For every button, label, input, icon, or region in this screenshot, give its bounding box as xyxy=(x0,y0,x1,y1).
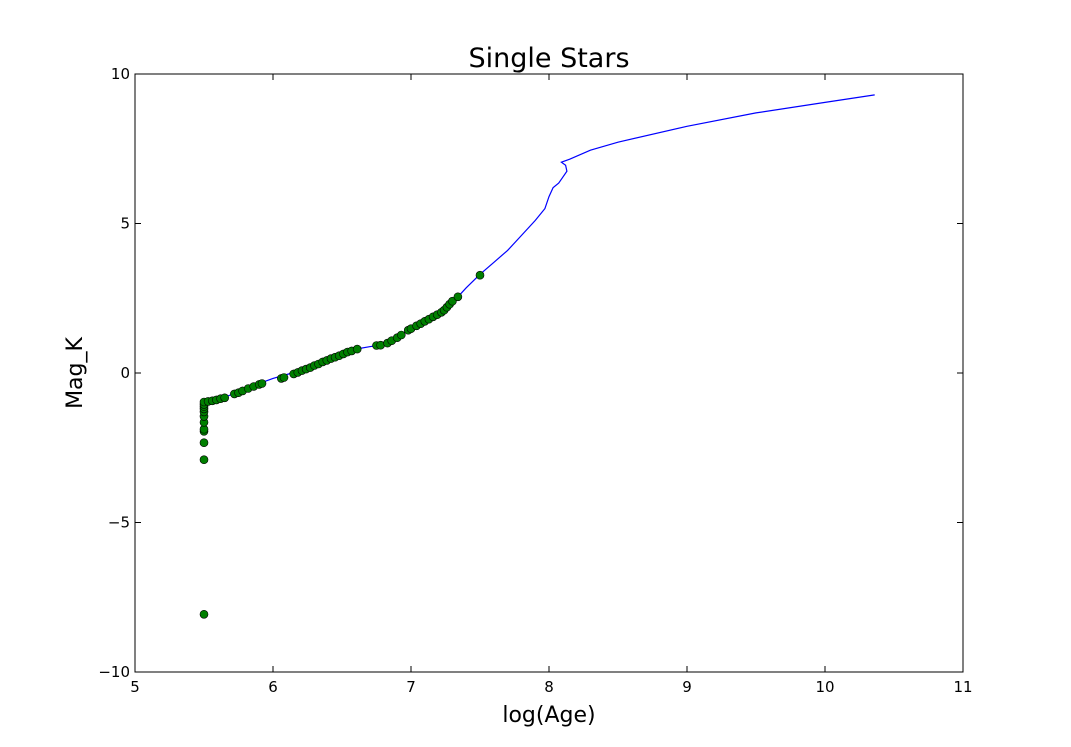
data-point xyxy=(199,455,209,465)
data-point xyxy=(352,344,362,354)
plot-area xyxy=(199,94,875,619)
y-tick-label: −10 xyxy=(98,663,130,681)
data-point xyxy=(257,379,267,388)
data-point xyxy=(199,609,209,619)
x-tick-label: 6 xyxy=(268,678,278,696)
x-tick-label: 7 xyxy=(406,678,416,696)
x-axis-title: log(Age) xyxy=(502,703,595,728)
y-tick-label: 10 xyxy=(111,65,130,83)
data-point xyxy=(396,330,406,340)
x-tick-label: 9 xyxy=(682,678,692,696)
chart-title: Single Stars xyxy=(468,43,629,74)
plot-frame xyxy=(134,73,964,673)
y-tick-label: 0 xyxy=(120,364,130,382)
x-tick-label: 5 xyxy=(130,678,140,696)
y-tick-label: −5 xyxy=(108,514,130,532)
series-line xyxy=(203,94,875,404)
y-tick-label: 5 xyxy=(120,215,130,233)
data-point xyxy=(279,373,289,382)
data-point xyxy=(453,292,463,302)
axis-ticks: 5 6 7 8 9 10 11 −10 −5 0 5 10 xyxy=(98,65,972,696)
data-point xyxy=(475,270,485,280)
x-tick-label: 8 xyxy=(544,678,554,696)
x-tick-label: 10 xyxy=(815,678,834,696)
x-tick-label: 11 xyxy=(953,678,972,696)
y-axis-title: Mag_K xyxy=(63,337,88,409)
data-point xyxy=(220,393,229,403)
data-point xyxy=(199,438,209,448)
